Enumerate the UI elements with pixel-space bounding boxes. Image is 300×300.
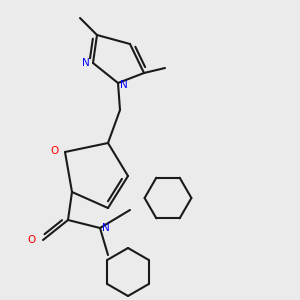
Text: O: O (27, 235, 35, 245)
Text: N: N (120, 80, 128, 90)
Text: N: N (82, 58, 89, 68)
Text: N: N (102, 223, 110, 233)
Text: O: O (51, 146, 59, 155)
